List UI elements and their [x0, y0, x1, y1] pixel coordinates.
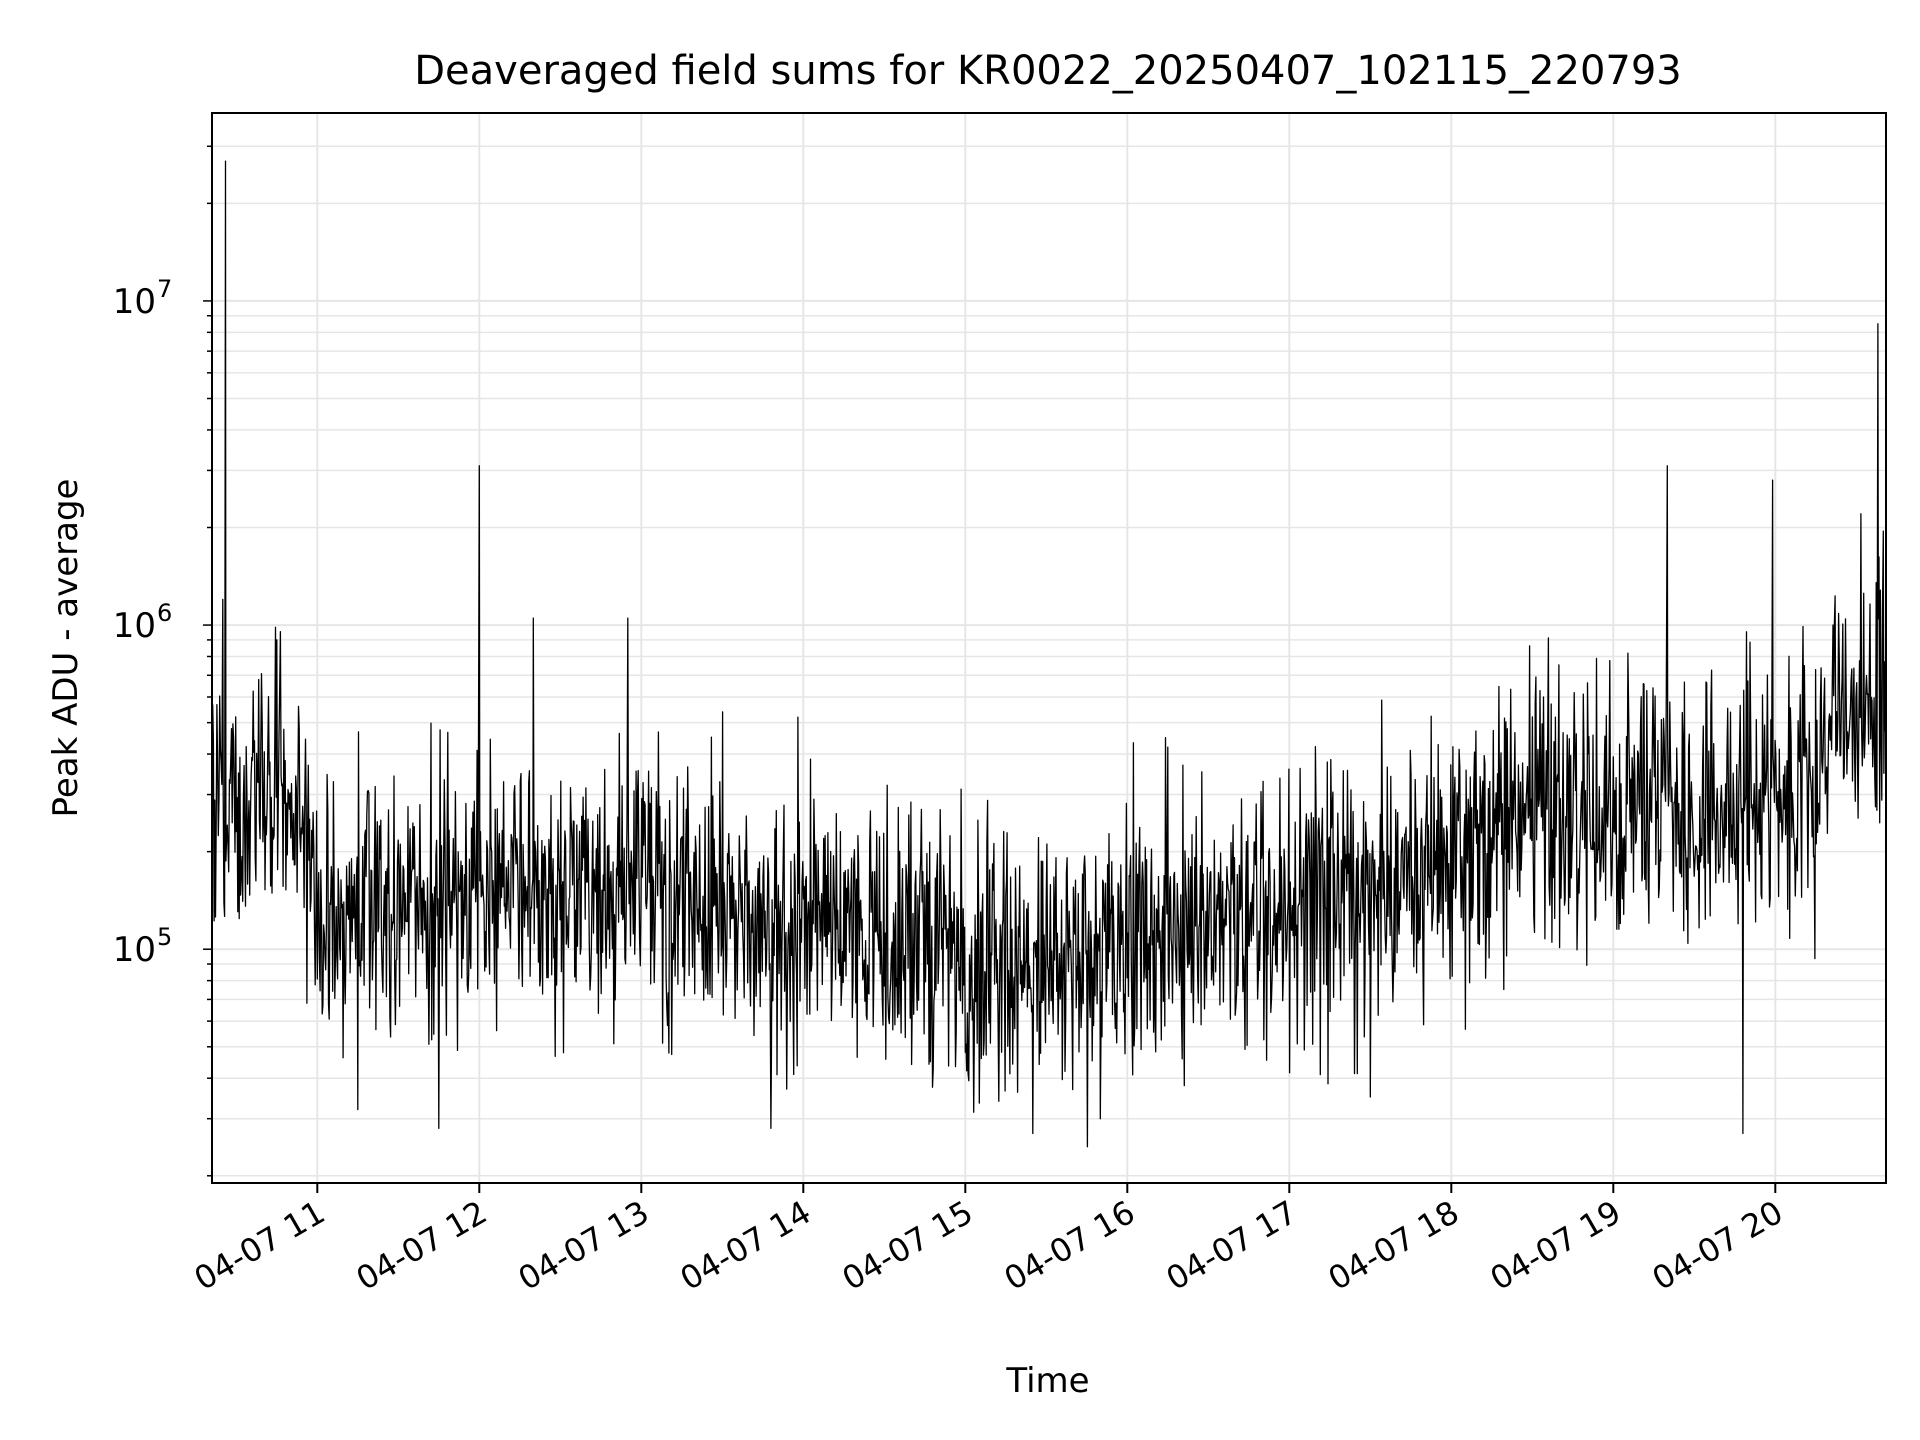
x-axis-label: Time — [1005, 1361, 1089, 1401]
y-tick-label: 10 — [113, 282, 156, 322]
y-tick-label-exponent: 6 — [157, 599, 172, 627]
y-tick-label: 10 — [113, 930, 156, 970]
data-series-line — [211, 160, 1887, 1148]
y-tick-label: 10 — [113, 606, 156, 646]
chart-title: Deaveraged field sums for KR0022_2025040… — [414, 48, 1682, 94]
series-layer — [211, 160, 1887, 1148]
y-tick-label-exponent: 7 — [157, 275, 172, 303]
plot-frame — [211, 112, 1887, 1184]
y-tick-label-exponent: 5 — [157, 923, 172, 951]
y-axis-label: Peak ADU - average — [46, 479, 86, 818]
